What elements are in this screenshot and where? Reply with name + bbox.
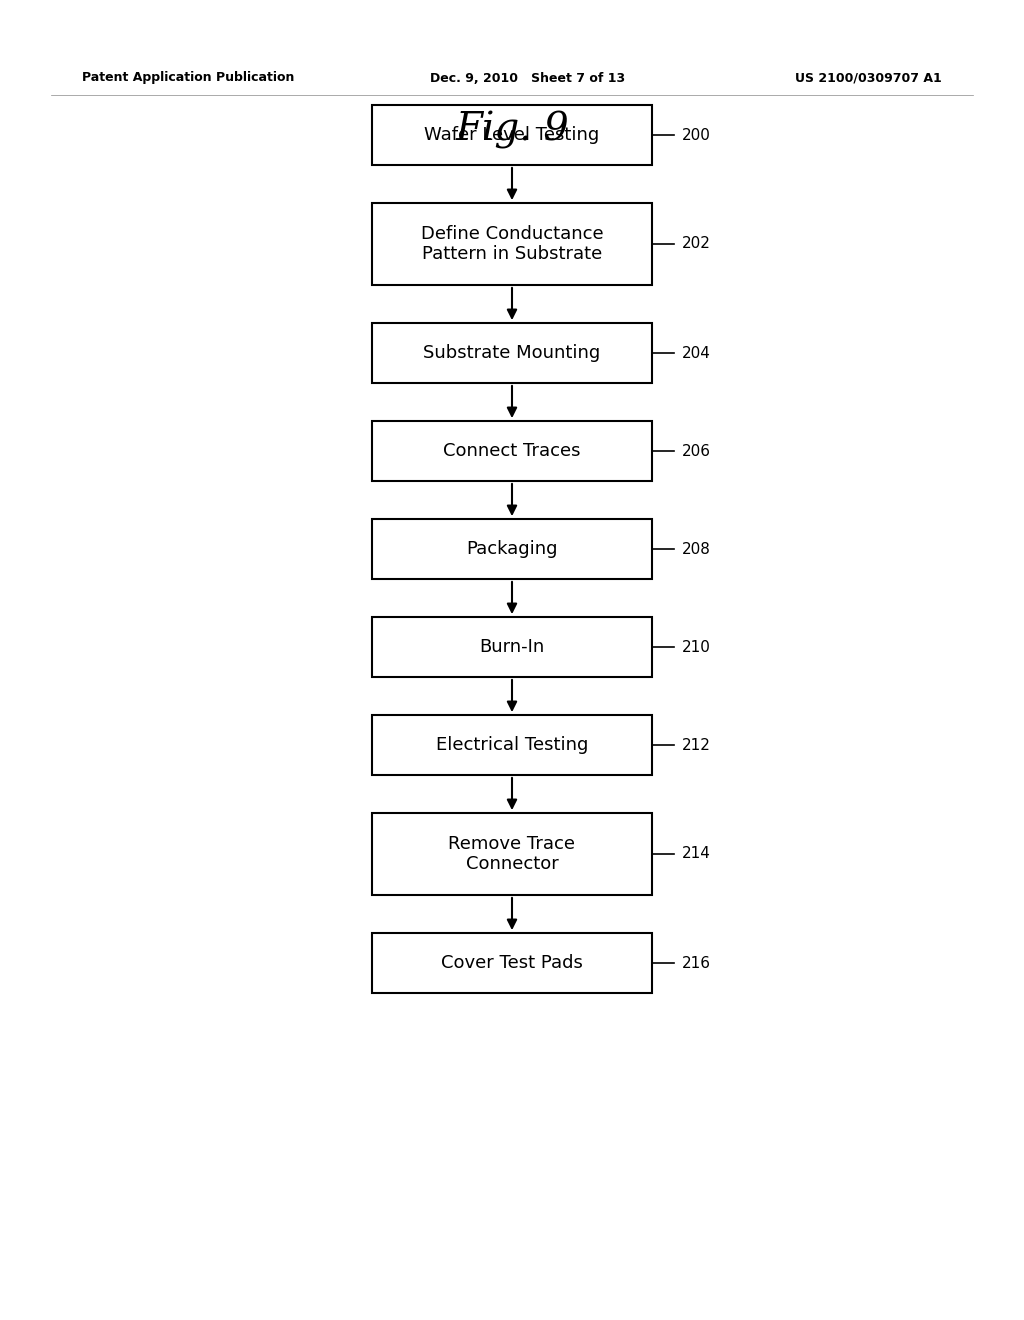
Text: Fig. 9: Fig. 9	[455, 111, 569, 149]
Text: 216: 216	[682, 956, 711, 970]
Text: 210: 210	[682, 639, 711, 655]
Text: 200: 200	[682, 128, 711, 143]
Bar	[372, 323, 652, 383]
Text: Substrate Mounting: Substrate Mounting	[423, 345, 601, 362]
Text: Cover Test Pads: Cover Test Pads	[441, 954, 583, 972]
Bar	[372, 616, 652, 677]
Text: Wafer Level Testing: Wafer Level Testing	[424, 125, 600, 144]
Text: 212: 212	[682, 738, 711, 752]
Text: Burn-In: Burn-In	[479, 638, 545, 656]
Text: 208: 208	[682, 541, 711, 557]
Bar	[372, 715, 652, 775]
Text: Remove Trace
Connector: Remove Trace Connector	[449, 834, 575, 874]
Bar	[372, 813, 652, 895]
Text: Electrical Testing: Electrical Testing	[436, 737, 588, 754]
Text: Define Conductance
Pattern in Substrate: Define Conductance Pattern in Substrate	[421, 224, 603, 264]
Text: Packaging: Packaging	[466, 540, 558, 558]
Text: US 2100/0309707 A1: US 2100/0309707 A1	[796, 71, 942, 84]
Text: Patent Application Publication: Patent Application Publication	[82, 71, 294, 84]
Text: 202: 202	[682, 236, 711, 252]
Text: Connect Traces: Connect Traces	[443, 442, 581, 459]
Bar	[372, 933, 652, 993]
Bar	[372, 519, 652, 579]
Bar	[372, 203, 652, 285]
Text: 206: 206	[682, 444, 711, 458]
Text: Dec. 9, 2010   Sheet 7 of 13: Dec. 9, 2010 Sheet 7 of 13	[430, 71, 625, 84]
Bar	[372, 421, 652, 480]
Text: 204: 204	[682, 346, 711, 360]
Text: 214: 214	[682, 846, 711, 862]
Bar	[372, 106, 652, 165]
